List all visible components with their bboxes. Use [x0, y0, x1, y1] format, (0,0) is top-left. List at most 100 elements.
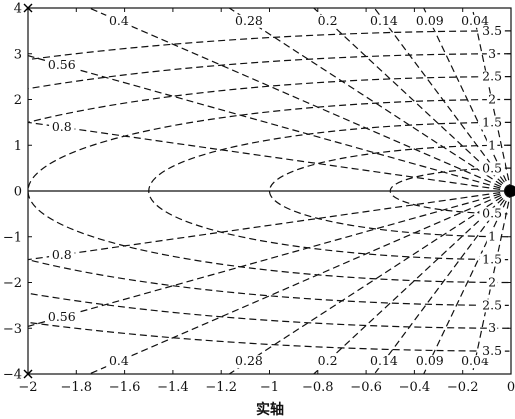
- zeta-ray-0-2-lower: [313, 190, 511, 374]
- zeta-label-bottom: 0.09: [416, 353, 444, 368]
- label-background: [367, 355, 401, 369]
- zeta-ray-0-14-upper: [373, 8, 511, 192]
- label-background: [458, 14, 492, 28]
- wn-label-upper: 3.5: [482, 23, 502, 38]
- zeta-ray-0-09-upper: [423, 8, 511, 192]
- zeta-ray-0-56-upper: [28, 55, 511, 192]
- zeta-label-top: 0.04: [461, 13, 489, 28]
- zeta-ray-0-8-lower: [28, 190, 511, 261]
- label-background: [486, 230, 498, 244]
- label-background: [314, 14, 341, 28]
- wn-label-lower: 1: [488, 229, 496, 244]
- zeta-label-bottom: 0.28: [235, 353, 263, 368]
- label-background: [479, 70, 505, 84]
- zeta-ray-0-8-upper: [28, 121, 511, 192]
- y-tick-label: 2: [14, 93, 22, 108]
- axis-layer: [23, 3, 515, 379]
- label-background: [232, 14, 266, 28]
- zeta-ray-0-28-upper: [228, 8, 511, 192]
- x-axis-title: 实轴: [256, 401, 284, 418]
- wn-arc-2: [28, 98, 511, 284]
- zeta-label-left-lower: 0.8: [52, 247, 72, 262]
- wn-label-lower: 3: [488, 320, 496, 335]
- label-background: [479, 253, 505, 267]
- label-background: [106, 14, 132, 28]
- zeta-label-top: 0.2: [318, 13, 338, 28]
- x-tick-label: −1: [260, 380, 279, 395]
- label-background: [479, 116, 505, 130]
- x-tick-label: 0: [507, 380, 515, 395]
- wn-label-lower: 1.5: [482, 252, 502, 267]
- x-tick-label: −0.4: [399, 380, 431, 395]
- zeta-ray-0-09-lower: [423, 190, 511, 374]
- x-tick-label: −0.2: [447, 380, 479, 395]
- wn-label-upper: 2.5: [482, 69, 502, 84]
- x-tick-label: −1.4: [157, 380, 189, 395]
- label-background: [486, 93, 498, 107]
- wn-arc-3-5: [28, 30, 511, 352]
- zeta-label-left-lower: 0.56: [48, 309, 76, 324]
- x-tick-label: −1.6: [109, 380, 141, 395]
- y-tick-label: 4: [14, 2, 22, 17]
- wn-label-upper: 0.5: [482, 160, 502, 175]
- label-background: [479, 207, 505, 221]
- zeta-label-top: 0.28: [235, 13, 263, 28]
- zeta-label-top: 0.4: [109, 13, 129, 28]
- x-tick-label: −2: [18, 380, 37, 395]
- label-background: [49, 121, 75, 135]
- label-background: [232, 355, 266, 369]
- label-background: [486, 139, 498, 153]
- zeta-label-bottom: 0.14: [370, 353, 398, 368]
- endpoint-x-marker: [23, 369, 33, 379]
- zeta-label-bottom: 0.2: [318, 353, 338, 368]
- label-background: [367, 14, 401, 28]
- zeta-label-top: 0.09: [416, 13, 444, 28]
- wn-label-upper: 2: [488, 92, 496, 107]
- x-tick-label: −0.8: [302, 380, 334, 395]
- label-background: [486, 47, 498, 61]
- zeta-label-bottom: 0.4: [109, 353, 129, 368]
- wn-label-upper: 3: [488, 46, 496, 61]
- y-tick-label: −2: [3, 276, 22, 291]
- label-background: [486, 276, 498, 290]
- wn-arc-3: [28, 53, 511, 329]
- y-tick-label: 1: [14, 139, 22, 154]
- label-background: [458, 355, 492, 369]
- label-layer: −2 −1.8 −1.6 −1.4 −1.2 −1 −0.8 −0.6 −0.4 −0.2 0 4 3 2…: [3, 2, 515, 396]
- zeta-ray-0-14-lower: [373, 190, 511, 374]
- label-background: [413, 14, 447, 28]
- label-background: [413, 355, 447, 369]
- wn-label-lower: 3.5: [482, 343, 502, 358]
- x-tick-label: −1.8: [61, 380, 93, 395]
- x-marker-stroke: [23, 369, 33, 379]
- zeta-label-top: 0.14: [370, 13, 398, 28]
- label-background: [49, 248, 75, 262]
- label-background: [45, 310, 79, 324]
- pole-marker: [505, 185, 515, 197]
- y-tick-label: −1: [3, 230, 22, 245]
- zeta-label-left: 0.8: [52, 119, 72, 134]
- wn-arc-2-5: [28, 76, 511, 306]
- zeta-ray-0-28-lower: [228, 190, 511, 374]
- wn-label-lower: 2: [488, 274, 496, 289]
- x-marker-stroke: [23, 3, 33, 13]
- label-background: [486, 322, 498, 336]
- label-background: [479, 299, 505, 313]
- y-tick-label: 3: [14, 47, 22, 62]
- label-background: [106, 355, 132, 369]
- label-background: [45, 59, 79, 73]
- wn-arc-1: [268, 144, 511, 238]
- label-background: [479, 24, 505, 38]
- wn-label-lower: 2.5: [482, 297, 502, 312]
- zeta-label-left: 0.56: [48, 57, 76, 72]
- x-tick-label: −1.2: [205, 380, 237, 395]
- y-tick-label: −3: [3, 322, 22, 337]
- y-tick-label: −4: [3, 368, 22, 383]
- label-background: [314, 355, 341, 369]
- y-tick-label: 0: [14, 185, 22, 200]
- label-background: [479, 162, 505, 176]
- wn-label-upper: 1.5: [482, 114, 502, 129]
- endpoint-x-marker: [23, 3, 33, 13]
- wn-label-lower: 0.5: [482, 206, 502, 221]
